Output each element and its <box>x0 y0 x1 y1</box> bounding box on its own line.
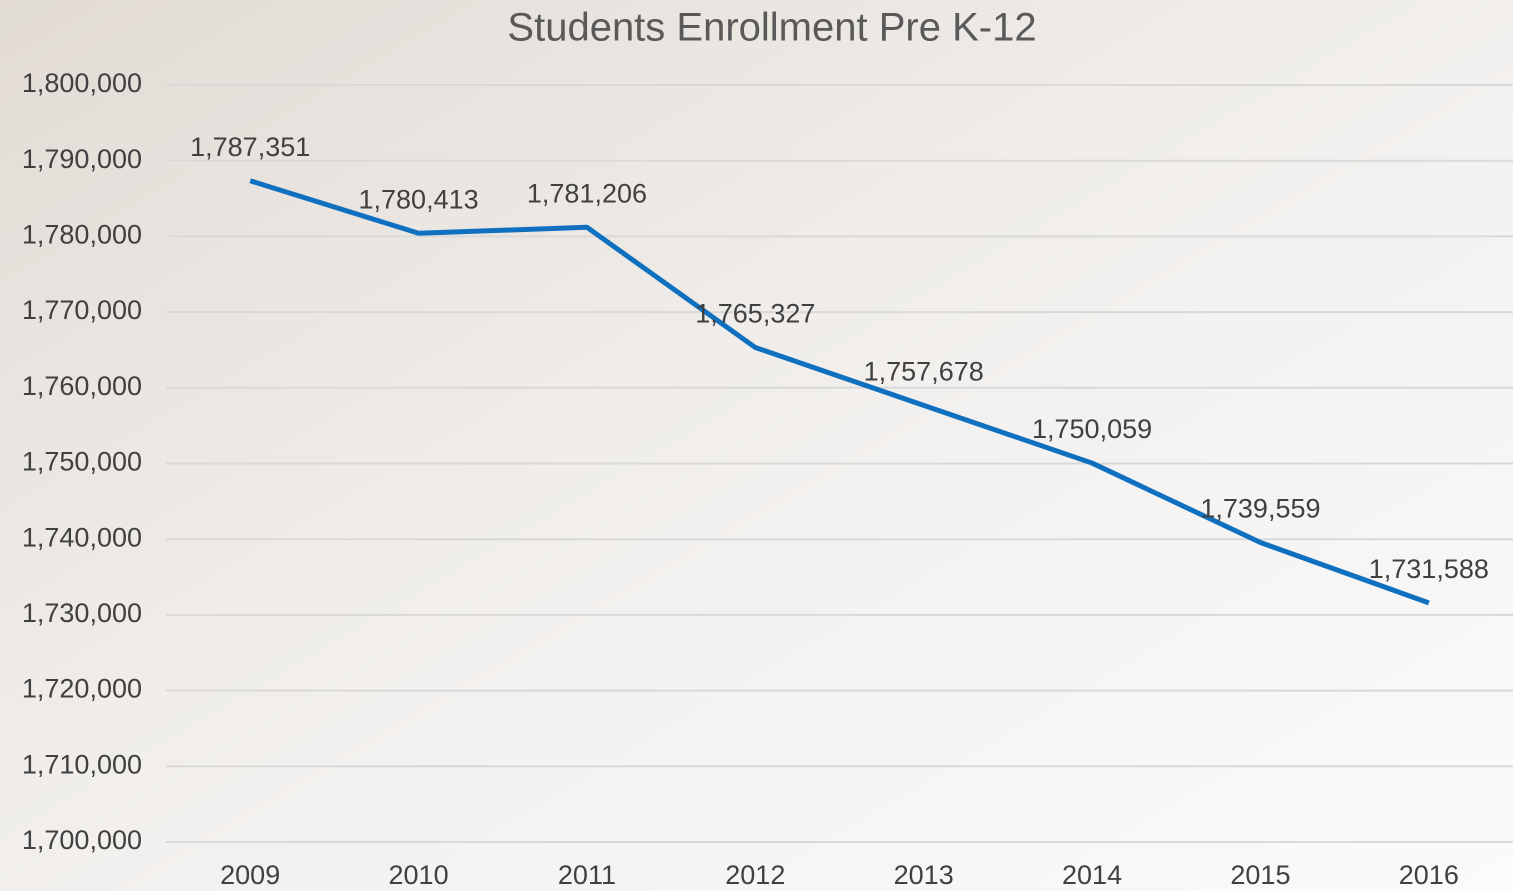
y-tick-label: 1,790,000 <box>22 144 142 174</box>
x-tick-label: 2015 <box>1230 860 1290 890</box>
x-tick-label: 2016 <box>1399 860 1459 890</box>
x-tick-label: 2009 <box>220 860 280 890</box>
y-tick-label: 1,750,000 <box>22 447 142 477</box>
x-tick-label: 2010 <box>389 860 449 890</box>
y-tick-label: 1,700,000 <box>22 825 142 855</box>
y-tick-label: 1,770,000 <box>22 295 142 325</box>
x-tick-label: 2012 <box>725 860 785 890</box>
x-tick-label: 2014 <box>1062 860 1122 890</box>
y-tick-label: 1,740,000 <box>22 522 142 552</box>
y-tick-label: 1,780,000 <box>22 220 142 250</box>
y-tick-label: 1,760,000 <box>22 371 142 401</box>
y-tick-label: 1,800,000 <box>22 68 142 98</box>
line-series <box>249 178 1430 606</box>
data-label: 1,787,351 <box>190 132 310 162</box>
data-label: 1,765,327 <box>695 299 815 329</box>
data-label: 1,739,559 <box>1200 494 1320 524</box>
y-tick-label: 1,730,000 <box>22 598 142 628</box>
data-label: 1,750,059 <box>1032 414 1152 444</box>
y-tick-label: 1,710,000 <box>22 749 142 779</box>
data-label: 1,780,413 <box>359 184 479 214</box>
data-label: 1,781,206 <box>527 178 647 208</box>
y-tick-label: 1,720,000 <box>22 674 142 704</box>
x-tick-label: 2013 <box>894 860 954 890</box>
data-label: 1,757,678 <box>864 357 984 387</box>
data-label: 1,731,588 <box>1369 554 1489 584</box>
x-tick-label: 2011 <box>558 860 616 890</box>
chart-title: Students Enrollment Pre K-12 <box>507 6 1036 50</box>
